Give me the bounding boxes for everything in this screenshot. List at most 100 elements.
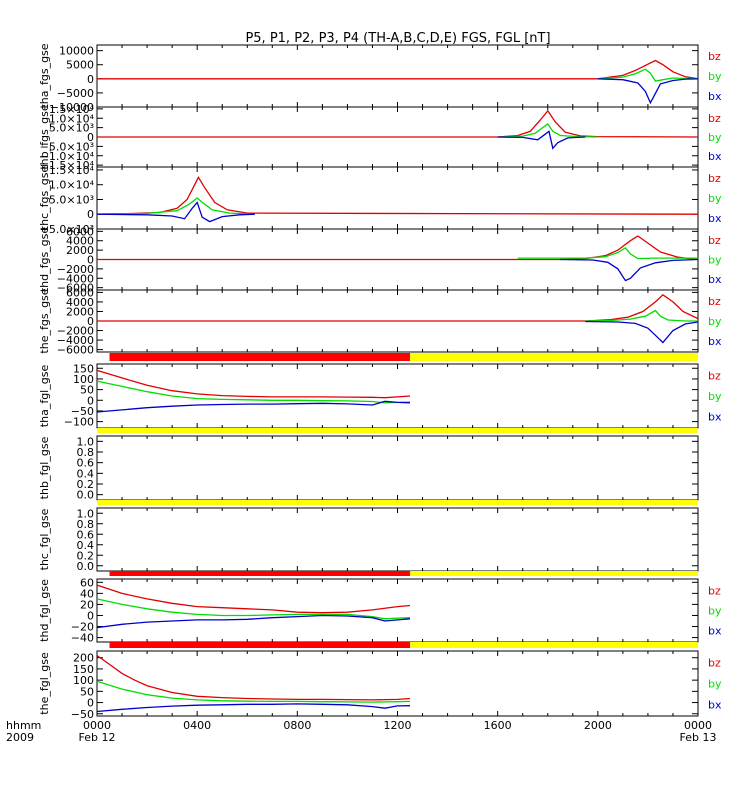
legend-bz: bz bbox=[708, 50, 721, 63]
panel-frame bbox=[96, 44, 699, 108]
legend-bz: bz bbox=[708, 584, 721, 597]
series-by-line bbox=[497, 122, 598, 138]
y-tick-label: 0 bbox=[87, 131, 94, 144]
legend-bz: bz bbox=[708, 295, 721, 308]
y-tick-label: 0.6 bbox=[77, 457, 95, 470]
x-tick-label: 2000 bbox=[584, 719, 612, 732]
legend-by: by bbox=[708, 678, 722, 691]
y-tick-label: 0.6 bbox=[77, 528, 95, 541]
mode-bar-yellow bbox=[97, 500, 698, 505]
y-tick-label: −5.0×10³ bbox=[40, 223, 94, 236]
x-tick-date-label: Feb 13 bbox=[680, 731, 717, 744]
y-tick-label: −10000 bbox=[50, 101, 94, 114]
y-axis-label: thc_fgl_gse bbox=[38, 508, 51, 570]
mode-bar-red bbox=[109, 642, 411, 648]
y-tick-label: 0 bbox=[87, 73, 94, 86]
panel-frame bbox=[96, 578, 699, 643]
y-tick-label: 6000 bbox=[66, 286, 94, 299]
legend-by: by bbox=[708, 315, 722, 328]
y-tick-label: 50 bbox=[80, 384, 94, 397]
y-axis-label: thb_fgs_gse bbox=[38, 104, 51, 170]
y-tick-label: 5000 bbox=[66, 59, 94, 72]
series-bz-line bbox=[97, 235, 699, 261]
legend-by: by bbox=[708, 131, 722, 144]
series-bx-line bbox=[597, 78, 699, 105]
y-axis-label: the_fgl_gse bbox=[38, 652, 51, 715]
y-tick-label: 100 bbox=[73, 674, 94, 687]
y-tick-label: 1.0 bbox=[77, 507, 95, 520]
y-tick-label: 50 bbox=[80, 685, 94, 698]
y-tick-label: 0.4 bbox=[77, 539, 95, 552]
y-tick-label: −50 bbox=[71, 405, 94, 418]
y-tick-label: 0.8 bbox=[77, 446, 95, 459]
legend-by: by bbox=[708, 192, 722, 205]
legend-bx: bx bbox=[708, 273, 722, 286]
mode-bar-yellow bbox=[410, 571, 698, 576]
y-axis-label: tha_fgs_gse bbox=[38, 43, 51, 108]
y-tick-label: 1.0 bbox=[77, 435, 95, 448]
legend-bx: bx bbox=[708, 90, 722, 103]
series-bz-line bbox=[97, 293, 699, 322]
panel-frame bbox=[96, 435, 699, 501]
y-tick-label: 0.2 bbox=[77, 478, 95, 491]
y-tick-label: 6000 bbox=[66, 225, 94, 238]
panel-thc_fgl_gse: 1.00.80.60.40.20.0 thc_fgl_gse bbox=[38, 500, 699, 573]
mode-bar-yellow bbox=[97, 428, 698, 433]
series-bx-line bbox=[96, 400, 411, 413]
y-axis-label: the_fgs_gse bbox=[38, 288, 51, 353]
y-tick-label: −40 bbox=[71, 632, 94, 645]
y-axis-label: thb_fgl_gse bbox=[38, 436, 51, 499]
y-tick-label: −2000 bbox=[57, 325, 94, 338]
legend-by: by bbox=[708, 254, 722, 267]
y-tick-label: 0.8 bbox=[77, 518, 95, 531]
y-tick-label: 5.0×10³ bbox=[49, 122, 94, 135]
legend-bx: bx bbox=[708, 150, 722, 163]
y-tick-label: 4000 bbox=[66, 296, 94, 309]
y-tick-label: 0 bbox=[87, 697, 94, 710]
x-tick-label: 0000 bbox=[83, 719, 111, 732]
mode-bar-red bbox=[109, 571, 411, 576]
y-tick-label: 0 bbox=[87, 254, 94, 267]
series-by-line bbox=[585, 309, 698, 322]
legend-bz: bz bbox=[708, 112, 721, 125]
legend-bz: bz bbox=[708, 370, 721, 383]
y-axis-label: thd_fgs_gse bbox=[38, 227, 51, 293]
y-tick-label: −6000 bbox=[57, 282, 94, 295]
mode-bar-red bbox=[109, 353, 411, 361]
series-bx-line bbox=[96, 614, 411, 629]
y-tick-label: −20 bbox=[71, 621, 94, 634]
panel-thb_fgl_gse: 1.00.80.60.40.20.0 thb_fgl_gse bbox=[38, 428, 699, 502]
y-tick-label: 4000 bbox=[66, 235, 94, 248]
legend-bz: bz bbox=[708, 234, 721, 247]
legend-by: by bbox=[708, 70, 722, 83]
panel-thb_fgs_gse: 1.5×10⁴1.0×10⁴5.0×10³0−5.0×10³−1.0×10⁴−1… bbox=[38, 103, 722, 172]
series-by-line bbox=[96, 680, 411, 703]
mode-bar-yellow bbox=[410, 353, 698, 361]
y-tick-label: −50 bbox=[71, 708, 94, 721]
y-tick-label: 100 bbox=[73, 373, 94, 386]
series-bx-line bbox=[497, 130, 586, 150]
y-tick-label: 1.0×10⁴ bbox=[49, 179, 95, 192]
y-tick-label: −5000 bbox=[57, 87, 94, 100]
x-corner-label-year: 2009 bbox=[6, 731, 34, 744]
y-tick-label: −1.5×10⁴ bbox=[40, 159, 95, 172]
panel-frame bbox=[96, 507, 699, 572]
y-tick-label: 2000 bbox=[66, 305, 94, 318]
x-tick-label: 0400 bbox=[183, 719, 211, 732]
y-tick-label: 0.4 bbox=[77, 467, 95, 480]
y-tick-label: 150 bbox=[73, 663, 94, 676]
legend-by: by bbox=[708, 605, 722, 618]
legend-bz: bz bbox=[708, 657, 721, 670]
y-tick-label: 0.2 bbox=[77, 549, 95, 562]
legend-bx: bx bbox=[708, 335, 722, 348]
y-tick-label: 40 bbox=[80, 587, 94, 600]
series-bx-line bbox=[96, 703, 411, 713]
legend-bz: bz bbox=[708, 172, 721, 185]
series-by-line bbox=[96, 598, 411, 620]
